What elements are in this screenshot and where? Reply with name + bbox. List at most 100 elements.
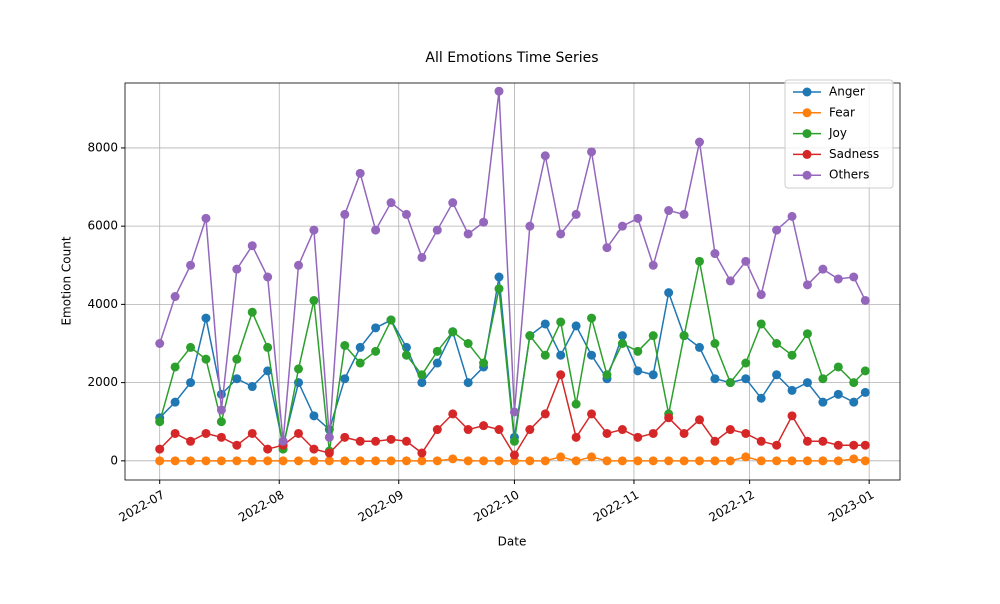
point	[540, 456, 550, 466]
x-axis-label: Date	[498, 535, 527, 549]
point	[695, 256, 705, 266]
point	[772, 370, 782, 380]
point	[849, 454, 859, 464]
point	[201, 456, 211, 466]
point	[860, 387, 870, 397]
point	[602, 370, 612, 380]
point	[463, 456, 473, 466]
point	[155, 417, 165, 427]
point	[309, 444, 319, 454]
point	[818, 456, 828, 466]
point	[432, 225, 442, 235]
point	[216, 456, 226, 466]
point	[401, 456, 411, 466]
point	[617, 425, 627, 435]
point	[494, 284, 504, 294]
point	[432, 456, 442, 466]
point	[556, 370, 566, 380]
legend-marker	[802, 108, 812, 118]
point	[247, 428, 257, 438]
point	[571, 399, 581, 409]
point	[494, 456, 504, 466]
legend: Anger Fear Joy Sadness Others	[784, 79, 894, 189]
point	[818, 264, 828, 274]
point	[355, 168, 365, 178]
point	[540, 350, 550, 360]
point	[232, 456, 242, 466]
point	[756, 456, 766, 466]
point	[263, 366, 273, 376]
point	[571, 432, 581, 442]
point	[232, 440, 242, 450]
point	[170, 456, 180, 466]
point	[664, 413, 674, 423]
point	[741, 374, 751, 384]
point	[294, 260, 304, 270]
point	[294, 364, 304, 374]
point	[401, 209, 411, 219]
point	[664, 456, 674, 466]
point	[540, 319, 550, 329]
point	[448, 327, 458, 337]
point	[587, 452, 597, 462]
point	[401, 350, 411, 360]
point	[386, 315, 396, 325]
point	[648, 260, 658, 270]
point	[216, 432, 226, 442]
point	[371, 456, 381, 466]
point	[371, 323, 381, 333]
point	[479, 421, 489, 431]
point	[201, 313, 211, 323]
point	[833, 440, 843, 450]
point	[710, 456, 720, 466]
point	[401, 436, 411, 446]
point	[247, 456, 257, 466]
point	[756, 393, 766, 403]
legend-marker	[802, 129, 812, 139]
point	[309, 295, 319, 305]
point	[633, 346, 643, 356]
point	[741, 256, 751, 266]
point	[695, 137, 705, 147]
point	[617, 331, 627, 341]
point	[247, 307, 257, 317]
point	[525, 221, 535, 231]
point	[186, 436, 196, 446]
point	[170, 428, 180, 438]
chart-title: All Emotions Time Series	[425, 50, 598, 66]
point	[263, 456, 273, 466]
point	[833, 362, 843, 372]
legend-label: Others	[829, 168, 869, 182]
point	[278, 436, 288, 446]
point	[463, 229, 473, 239]
point	[679, 428, 689, 438]
point	[340, 374, 350, 384]
legend-label: Joy	[828, 126, 847, 140]
point	[479, 358, 489, 368]
point	[463, 378, 473, 388]
point	[509, 450, 519, 460]
point	[860, 366, 870, 376]
point	[633, 456, 643, 466]
plot-frame	[124, 82, 901, 481]
point	[494, 425, 504, 435]
point	[463, 338, 473, 348]
point	[340, 456, 350, 466]
point	[587, 409, 597, 419]
point	[216, 389, 226, 399]
point	[355, 342, 365, 352]
point	[432, 358, 442, 368]
point	[463, 425, 473, 435]
point	[155, 338, 165, 348]
point	[294, 428, 304, 438]
point	[448, 454, 458, 464]
point	[725, 378, 735, 388]
point	[818, 374, 828, 384]
point	[340, 209, 350, 219]
point	[186, 378, 196, 388]
legend-label: Anger	[829, 85, 865, 99]
point	[587, 147, 597, 157]
point	[263, 444, 273, 454]
point	[432, 425, 442, 435]
point	[417, 456, 427, 466]
